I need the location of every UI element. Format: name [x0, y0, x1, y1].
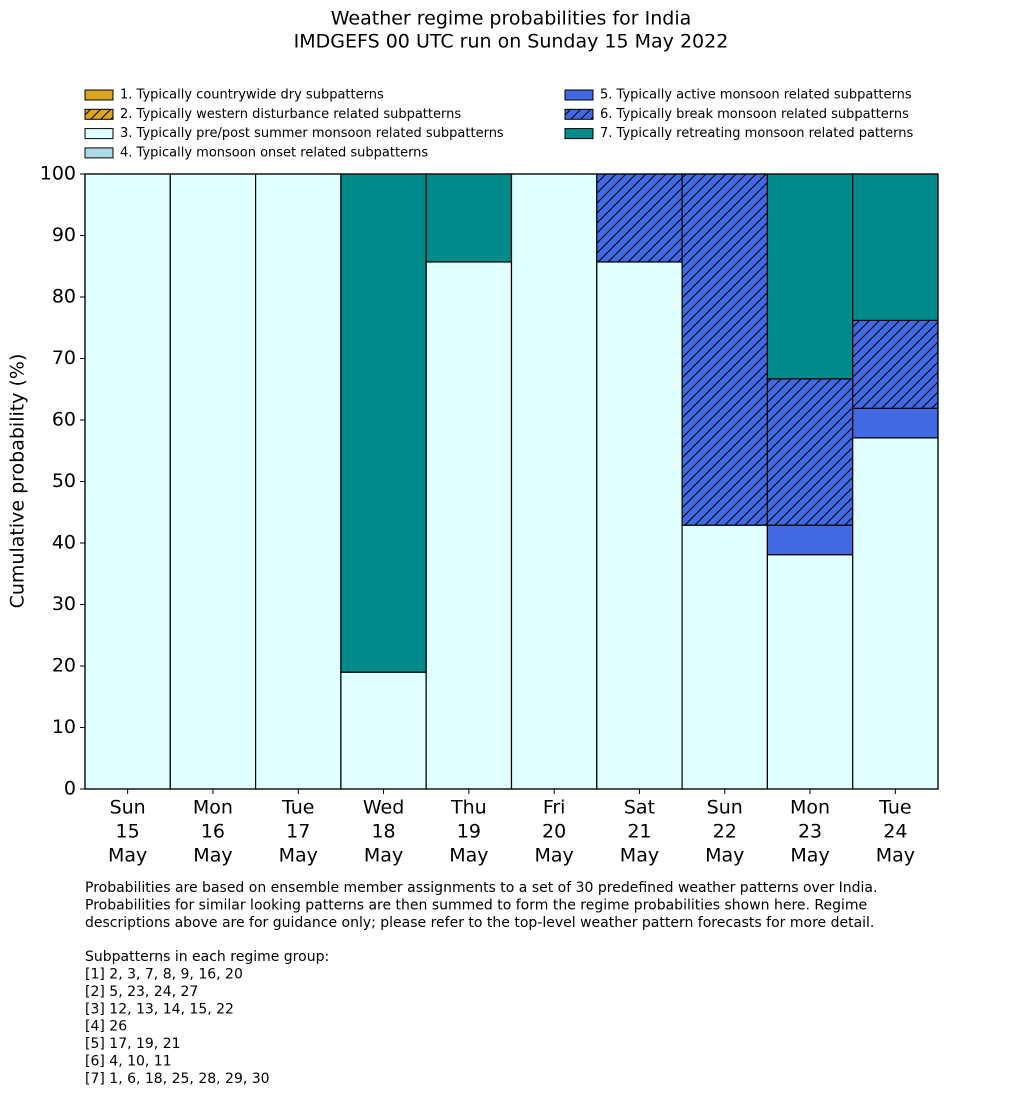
chart-subtitle: IMDGEFS 00 UTC run on Sunday 15 May 2022	[294, 31, 729, 53]
legend-swatch	[564, 108, 594, 120]
legend-swatch	[564, 89, 594, 101]
subpattern: [4] 26	[85, 1019, 127, 1035]
subpattern: [5] 17, 19, 21	[85, 1036, 181, 1052]
note: Probabilities for similar looking patter…	[85, 897, 867, 913]
y-tick-label: 20	[52, 655, 76, 677]
legend-label: 7. Typically retreating monsoon related …	[600, 126, 913, 141]
bar-segment	[340, 173, 427, 673]
x-tick-label: 24	[883, 821, 907, 843]
y-tick-label: 30	[52, 593, 76, 615]
bar-segment	[681, 173, 768, 526]
subpattern: [7] 1, 6, 18, 25, 28, 29, 30	[85, 1071, 270, 1087]
legend-swatch	[84, 108, 114, 120]
bar-segment	[681, 524, 768, 790]
x-tick-label: 18	[371, 821, 395, 843]
bar-segment	[425, 261, 513, 790]
x-tick-label: 19	[457, 821, 481, 843]
x-tick-label: Tue	[878, 797, 911, 819]
y-tick-label: 50	[52, 470, 76, 492]
x-tick-label: Fri	[543, 797, 566, 819]
y-tick-label: 70	[52, 347, 76, 369]
x-tick-label: May	[364, 845, 403, 867]
y-tick-label: 40	[52, 532, 76, 554]
y-tick-label: 0	[64, 778, 76, 800]
legend-label: 5. Typically active monsoon related subp…	[600, 88, 912, 103]
bar-segment	[766, 524, 854, 556]
bar-segment	[852, 437, 939, 790]
x-tick-label: 16	[201, 821, 225, 843]
x-tick-label: Tue	[281, 797, 314, 819]
x-tick-label: Sat	[624, 797, 655, 819]
bar-segment	[596, 261, 683, 790]
x-tick-label: 23	[798, 821, 822, 843]
x-tick-label: May	[108, 845, 147, 867]
legend-swatch	[84, 89, 114, 101]
bar-segment	[766, 378, 854, 526]
bar-segment	[169, 173, 257, 790]
bar-segment	[425, 173, 513, 263]
x-tick-label: May	[620, 845, 659, 867]
bar-segment	[255, 173, 342, 790]
x-tick-label: May	[449, 845, 488, 867]
x-tick-label: Mon	[193, 797, 233, 819]
x-tick-label: May	[193, 845, 232, 867]
subpattern: [3] 12, 13, 14, 15, 22	[85, 1001, 234, 1017]
bar-segment	[766, 173, 854, 380]
bar-segment	[596, 173, 683, 263]
y-tick-label: 90	[52, 224, 76, 246]
legend-label: 1. Typically countrywide dry subpatterns	[120, 88, 384, 103]
chart-title: Weather regime probabilities for India	[331, 8, 692, 30]
x-tick-label: 17	[286, 821, 310, 843]
x-tick-label: Sun	[707, 797, 743, 819]
subpattern: [2] 5, 23, 24, 27	[85, 984, 198, 1000]
note: descriptions above are for guidance only…	[85, 915, 874, 931]
y-tick-label: 80	[52, 286, 76, 308]
y-tick-label: 60	[52, 409, 76, 431]
legend-label: 4. Typically monsoon onset related subpa…	[120, 145, 428, 160]
bar-segment	[340, 671, 427, 790]
x-tick-label: Thu	[450, 797, 487, 819]
x-tick-label: Mon	[790, 797, 830, 819]
x-tick-label: May	[790, 845, 829, 867]
plot-frame	[84, 173, 939, 790]
legend-label: 2. Typically western disturbance related…	[120, 107, 461, 122]
subpattern: [1] 2, 3, 7, 8, 9, 16, 20	[85, 967, 243, 983]
x-tick-label: 21	[627, 821, 651, 843]
x-tick-label: Wed	[363, 797, 404, 819]
x-tick-label: May	[705, 845, 744, 867]
bar-segment	[852, 173, 939, 321]
note: Probabilities are based on ensemble memb…	[85, 880, 877, 896]
legend-swatch	[84, 147, 114, 159]
bar-segment	[766, 554, 854, 790]
bar-segment	[510, 173, 598, 790]
legend-label: 3. Typically pre/post summer monsoon rel…	[120, 126, 504, 141]
subpattern: [6] 4, 10, 11	[85, 1054, 172, 1070]
x-tick-label: Sun	[110, 797, 146, 819]
x-tick-label: May	[535, 845, 574, 867]
bar-segment	[84, 173, 171, 790]
y-tick-label: 100	[40, 163, 76, 185]
x-tick-label: May	[876, 845, 915, 867]
legend-label: 6. Typically break monsoon related subpa…	[600, 107, 909, 122]
bar-segment	[852, 407, 939, 439]
x-tick-label: 20	[542, 821, 566, 843]
x-tick-label: 15	[116, 821, 140, 843]
legend-swatch	[84, 128, 114, 140]
y-axis-label: Cumulative probability (%)	[7, 354, 29, 609]
bar-segment	[852, 319, 939, 409]
legend-swatch	[564, 128, 594, 140]
x-tick-label: 22	[713, 821, 737, 843]
y-tick-label: 10	[52, 716, 76, 738]
x-tick-label: May	[279, 845, 318, 867]
subpatterns-title: Subpatterns in each regime group:	[85, 949, 329, 965]
